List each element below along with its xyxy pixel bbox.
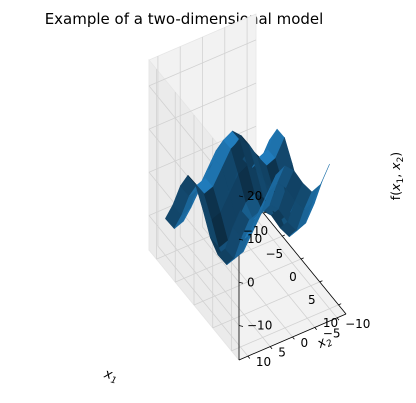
x-tick-mark: [300, 257, 304, 260]
z-tick-label: 20: [247, 189, 262, 203]
x-tick-label: −5: [265, 247, 283, 261]
z-tick-mark: [238, 195, 244, 198]
x-tick-label: −10: [243, 224, 268, 238]
y-tick-label: 10: [256, 355, 271, 369]
x-tick-mark: [263, 211, 267, 214]
grid-line-z: [148, 172, 240, 283]
y-tick-label: −10: [345, 317, 370, 331]
grid-line-z: [148, 39, 257, 87]
x-tick-mark: [338, 303, 342, 306]
z-tick-label: 10: [247, 232, 262, 246]
z-tick-label: 0: [247, 275, 255, 289]
y-tick-label: 0: [301, 336, 309, 350]
z-tick-label: −10: [247, 319, 272, 333]
z-tick-mark: [238, 281, 244, 284]
x-tick-mark: [319, 280, 323, 283]
y-tick-mark: [269, 346, 273, 350]
grid-line-z: [148, 82, 257, 130]
chart-title: Example of a two-dimensional model: [45, 10, 324, 28]
x-axis-label: x1: [101, 366, 120, 386]
grid-line-y: [246, 207, 338, 319]
y-tick-mark: [292, 336, 295, 340]
y-tick-label: −5: [323, 326, 341, 340]
z-tick-mark: [238, 238, 244, 241]
grid-line-z: [148, 215, 240, 326]
x-tick-mark: [282, 234, 286, 237]
y-tick-mark: [247, 355, 251, 359]
x-tick-label: 5: [308, 293, 316, 307]
y-tick-label: 5: [278, 346, 286, 360]
grid-line-y: [179, 236, 271, 347]
y-tick-mark: [314, 327, 317, 330]
z-tick-mark: [238, 325, 244, 327]
z-axis-label: f(x1, x2): [388, 152, 406, 200]
x-tick-label: 10: [323, 316, 338, 330]
surface-patch: [312, 163, 330, 202]
y-tick-mark: [336, 317, 340, 321]
x-tick-label: 0: [289, 270, 297, 284]
grid-line-y: [157, 245, 249, 357]
surface-plot: [165, 128, 330, 266]
